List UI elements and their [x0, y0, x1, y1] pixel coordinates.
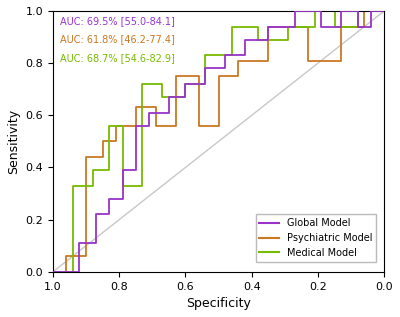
Legend: Global Model, Psychiatric Model, Medical Model: Global Model, Psychiatric Model, Medical…: [256, 214, 376, 262]
X-axis label: Specificity: Specificity: [186, 297, 251, 310]
Text: AUC: 61.8% [46.2-77.4]: AUC: 61.8% [46.2-77.4]: [60, 35, 174, 44]
Text: AUC: 68.7% [54.6-82.9]: AUC: 68.7% [54.6-82.9]: [60, 53, 174, 63]
Y-axis label: Sensitivity: Sensitivity: [7, 109, 20, 174]
Text: AUC: 69.5% [55.0-84.1]: AUC: 69.5% [55.0-84.1]: [60, 16, 174, 26]
